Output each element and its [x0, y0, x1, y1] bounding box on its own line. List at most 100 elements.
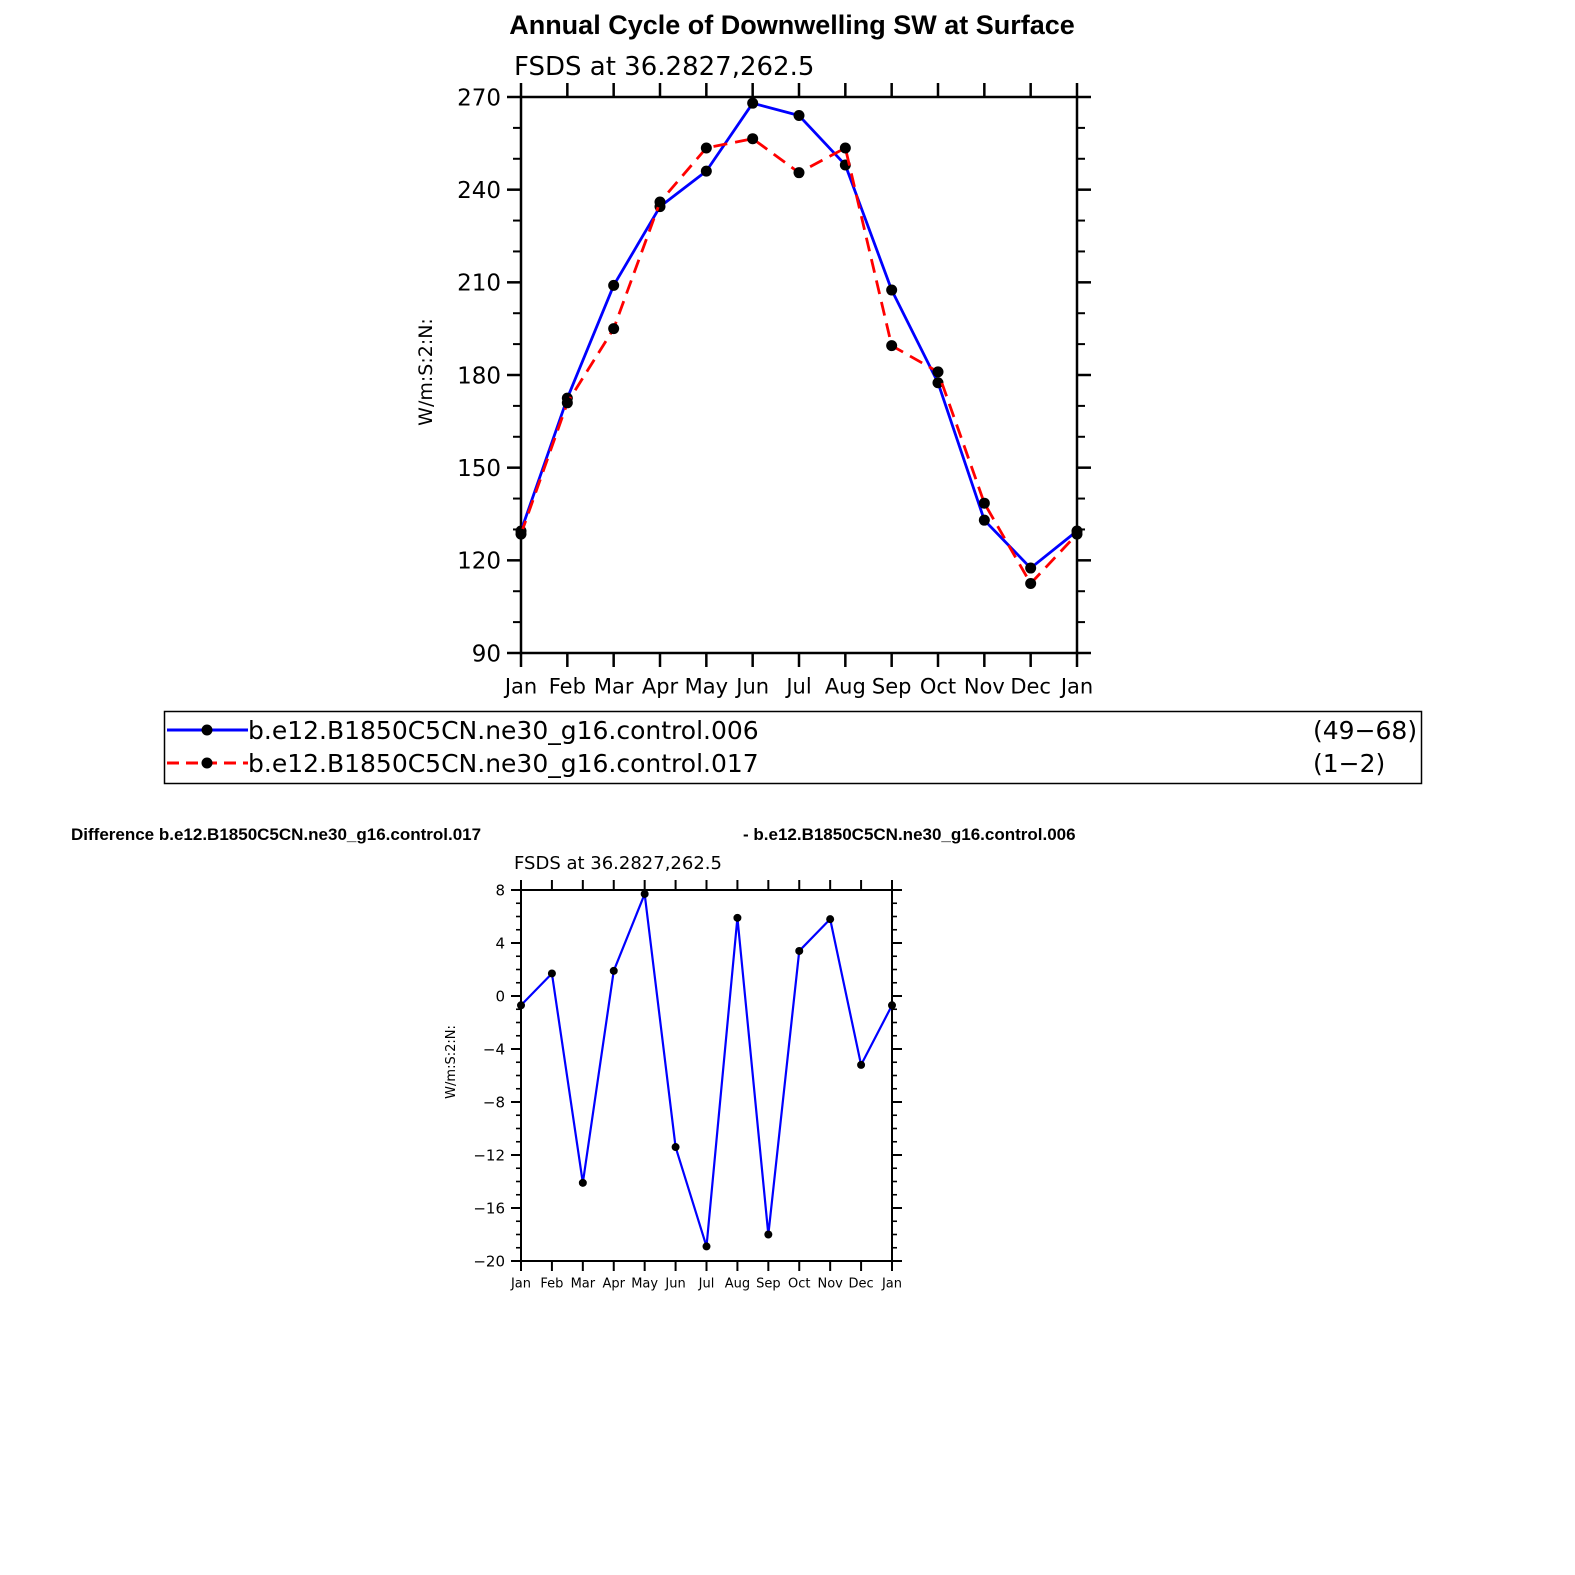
bot-x-tick-label: Jan — [510, 1276, 531, 1291]
bot-series-1-point — [888, 1001, 896, 1010]
legend-entry-2: b.e12.B1850C5CN.ne30_g16.control.017 (1−… — [167, 749, 1385, 778]
top-series-2-point — [978, 497, 990, 509]
bot-y-tick-label: −4 — [483, 1040, 505, 1058]
bot-x-tick-label: May — [631, 1276, 658, 1291]
top-y-tick-labels: 90 120 150 180 210 240 270 — [457, 85, 501, 667]
difference-series — [517, 889, 896, 1251]
bot-series-1-point — [702, 1242, 711, 1251]
top-x-tick-label: Jan — [503, 674, 537, 698]
top-x-tick-label: Sep — [872, 674, 912, 698]
top-y-tick-label: 240 — [457, 178, 501, 204]
top-series-2-point — [932, 366, 944, 378]
top-series-2-point — [839, 142, 851, 154]
top-x-tick-label: Jun — [734, 674, 769, 698]
top-series-2-point — [747, 133, 759, 145]
bot-series-1-line — [520, 892, 893, 1248]
top-x-tick-label: Oct — [920, 674, 956, 698]
bot-series-1-point — [640, 889, 649, 898]
legend-label-2: b.e12.B1850C5CN.ne30_g16.control.017 — [248, 749, 759, 778]
bot-y-tick-label: 0 — [495, 987, 505, 1005]
bot-series-1-point — [578, 1178, 587, 1187]
top-series-2-point — [1025, 578, 1037, 589]
top-y-axis-label: W/m:S:2:N: — [415, 318, 437, 426]
legend: b.e12.B1850C5CN.ne30_g16.control.006 (49… — [163, 710, 1423, 785]
bot-x-tick-label: Oct — [788, 1276, 810, 1291]
top-series-1-point — [747, 97, 759, 109]
bot-series-1-point — [733, 913, 742, 922]
top-series-2-point — [793, 167, 805, 179]
top-y-tick-label: 150 — [457, 456, 501, 482]
bot-x-tick-label: Dec — [849, 1276, 874, 1291]
legend-entry-1: b.e12.B1850C5CN.ne30_g16.control.006 (49… — [167, 716, 1417, 745]
top-plot-frame — [519, 95, 1079, 655]
top-x-tick-label: Jan — [1059, 674, 1093, 698]
top-chart: FSDS at 36.2827,262.5 90 120 150 180 210 240 2… — [415, 52, 1093, 698]
legend-years-2: (1−2) — [1313, 749, 1385, 778]
legend-marker-1 — [201, 724, 213, 736]
top-y-tick-label: 210 — [457, 271, 501, 297]
top-series-1-point — [608, 279, 620, 291]
bot-y-tick-label: −20 — [473, 1252, 505, 1270]
bot-x-tick-label: Jun — [664, 1276, 685, 1291]
top-y-tick-label: 120 — [457, 549, 501, 575]
top-series-1-point — [978, 514, 990, 526]
top-y-tick-label: 270 — [457, 85, 501, 111]
top-series-1-point — [700, 165, 712, 177]
bot-y-tick-label: −8 — [483, 1093, 505, 1111]
difference-chart-subtitle: FSDS at 36.2827,262.5 — [514, 853, 722, 874]
top-y-tick-label: 90 — [472, 641, 501, 667]
difference-y-axis-label: W/m:S:2:N: — [444, 1025, 459, 1099]
top-series-1-point — [932, 377, 944, 389]
legend-years-1: (49−68) — [1313, 716, 1417, 745]
bot-series-1-point — [857, 1060, 866, 1069]
top-axes — [507, 83, 1091, 667]
top-chart-subtitle: FSDS at 36.2827,262.5 — [514, 52, 814, 82]
top-series-2-point — [561, 397, 573, 409]
bot-x-tick-label: Aug — [725, 1276, 750, 1291]
top-x-tick-label: Dec — [1010, 674, 1051, 698]
legend-marker-2 — [201, 757, 213, 769]
difference-x-tick-labels: Jan Feb Mar Apr May Jun Jul Aug Sep Oct Nov Dec Jan — [510, 1276, 902, 1291]
bot-series-1-point — [609, 966, 618, 975]
legend-box — [163, 710, 1423, 785]
top-x-tick-label: Apr — [642, 674, 679, 698]
bot-series-1-point — [517, 1001, 525, 1010]
top-x-tick-label: Aug — [825, 674, 866, 698]
difference-title-right: - b.e12.B1850C5CN.ne30_g16.control.006 — [743, 825, 1076, 844]
bot-y-tick-label: −16 — [473, 1199, 505, 1217]
bot-x-tick-label: Nov — [817, 1276, 843, 1291]
top-y-tick-label: 180 — [457, 363, 501, 389]
legend-label-1: b.e12.B1850C5CN.ne30_g16.control.006 — [248, 716, 759, 745]
bot-series-1-point — [547, 969, 556, 978]
top-series-1-point — [793, 110, 805, 122]
difference-chart: FSDS at 36.2827,262.5 −20 −16 −12 −8 −4 0 4 8 J… — [444, 853, 902, 1291]
top-x-tick-label: May — [685, 674, 728, 698]
top-x-tick-labels: Jan Feb Mar Apr May Jun Jul Aug Sep Oct Nov Dec Jan — [503, 674, 1093, 698]
top-series-2-point — [700, 142, 712, 154]
bot-x-tick-label: Jul — [698, 1276, 715, 1291]
bot-x-tick-label: Sep — [756, 1276, 781, 1291]
bot-series-1-point — [764, 1230, 773, 1239]
top-x-tick-label: Feb — [549, 674, 586, 698]
top-series-2-point — [1071, 528, 1083, 540]
bot-series-1-point — [671, 1143, 680, 1152]
bot-y-tick-label: −12 — [473, 1146, 505, 1164]
bot-series-1-point — [826, 915, 835, 924]
top-series-1-point — [1025, 562, 1037, 574]
top-series-2-point — [886, 340, 898, 352]
top-series-2-line — [519, 137, 1079, 585]
bot-x-tick-label: Jan — [881, 1276, 902, 1291]
bot-x-tick-label: Apr — [603, 1276, 626, 1291]
top-series-1-point — [886, 284, 898, 296]
top-series-2-point — [654, 196, 666, 208]
bot-y-tick-label: 8 — [495, 881, 505, 899]
bot-series-1-point — [795, 946, 804, 955]
top-x-tick-label: Mar — [594, 674, 634, 698]
bot-x-tick-label: Feb — [540, 1276, 563, 1291]
difference-title-left: Difference b.e12.B1850C5CN.ne30_g16.cont… — [71, 825, 481, 844]
bot-x-tick-label: Mar — [571, 1276, 596, 1291]
top-series-2-point — [608, 323, 620, 335]
chart-title: Annual Cycle of Downwelling SW at Surfac… — [509, 10, 1075, 40]
top-x-tick-label: Nov — [964, 674, 1005, 698]
